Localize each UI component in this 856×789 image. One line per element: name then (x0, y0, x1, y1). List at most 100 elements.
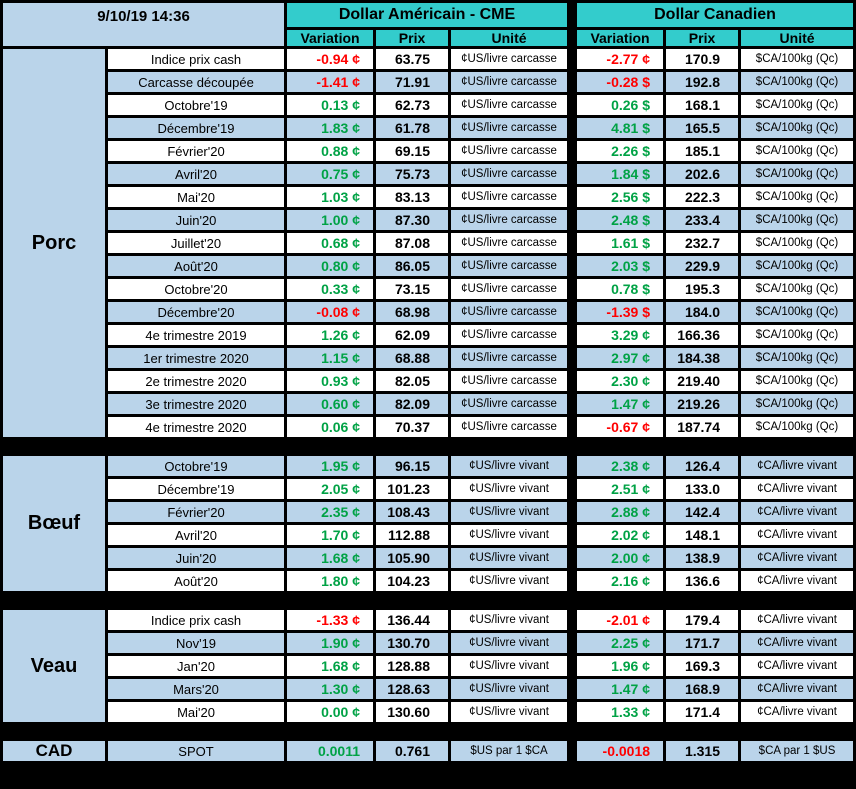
row-label: Nov'19 (108, 633, 285, 653)
cad-variation-value: 4.81 $ (577, 118, 664, 138)
usd-variation-value: 1.15 ¢ (287, 348, 374, 368)
usd-variation-value: 1.03 ¢ (287, 187, 374, 207)
table-row: 4e trimestre 2019 1.26 ¢ 62.09 ¢US/livre ca… (3, 325, 854, 345)
cad-price-value: 222.3 (666, 187, 739, 207)
cad-unit-label: $CA/100kg (Qc) (741, 348, 854, 368)
usd-unit-label: ¢US/livre vivant (451, 571, 568, 591)
usd-variation-value: 1.26 ¢ (287, 325, 374, 345)
usd-price-value: 62.73 (376, 95, 449, 115)
table-row: Juin'20 1.00 ¢ 87.30 ¢US/livre carcasse 2.48… (3, 210, 854, 230)
usd-variation-value: 1.95 ¢ (287, 456, 374, 476)
row-label: Juillet'20 (108, 233, 285, 253)
cad-unit-label: $CA/100kg (Qc) (741, 233, 854, 253)
usd-price-value: 105.90 (376, 548, 449, 568)
section-gap (3, 440, 854, 453)
cad-price-value: 136.6 (666, 571, 739, 591)
column-divider (570, 417, 575, 437)
usd-variation-value: 1.68 ¢ (287, 656, 374, 676)
usd-variation-value: 0.68 ¢ (287, 233, 374, 253)
table-row: Avril'20 0.75 ¢ 75.73 ¢US/livre carcasse 1.8… (3, 164, 854, 184)
cad-price-value: 126.4 (666, 456, 739, 476)
cad-price-value: 133.0 (666, 479, 739, 499)
usd-variation-value: -1.41 ¢ (287, 72, 374, 92)
cad-price-value: 232.7 (666, 233, 739, 253)
row-label: Août'20 (108, 571, 285, 591)
cad-variation-value: -0.0018 (577, 741, 664, 761)
usd-price-value: 130.60 (376, 702, 449, 722)
cad-unite-header: Unité (741, 30, 854, 46)
cad-price-value: 165.5 (666, 118, 739, 138)
cad-unit-label: ¢CA/livre vivant (741, 571, 854, 591)
row-label: Juin'20 (108, 548, 285, 568)
cad-price-value: 185.1 (666, 141, 739, 161)
usd-price-value: 68.88 (376, 348, 449, 368)
cad-variation-value: 1.33 ¢ (577, 702, 664, 722)
usd-price-value: 69.15 (376, 141, 449, 161)
column-divider (570, 371, 575, 391)
usd-unit-label: ¢US/livre vivant (451, 633, 568, 653)
usd-price-value: 62.09 (376, 325, 449, 345)
usd-variation-value: 1.00 ¢ (287, 210, 374, 230)
usd-price-value: 0.761 (376, 741, 449, 761)
usd-price-value: 61.78 (376, 118, 449, 138)
column-divider (570, 633, 575, 653)
cad-price-value: 179.4 (666, 610, 739, 630)
cad-price-value: 202.6 (666, 164, 739, 184)
usd-unit-label: ¢US/livre vivant (451, 548, 568, 568)
usd-unit-label: ¢US/livre vivant (451, 456, 568, 476)
column-divider (570, 394, 575, 414)
cad-unit-label: ¢CA/livre vivant (741, 479, 854, 499)
cad-price-value: 184.38 (666, 348, 739, 368)
cad-unit-label: $CA/100kg (Qc) (741, 141, 854, 161)
usd-price-value: 96.15 (376, 456, 449, 476)
table-row: Février'20 0.88 ¢ 69.15 ¢US/livre carcasse 2… (3, 141, 854, 161)
usd-price-value: 87.08 (376, 233, 449, 253)
table-row: Juin'20 1.68 ¢ 105.90 ¢US/livre vivant 2.00 … (3, 548, 854, 568)
usd-group-header: Dollar Américain - CME (287, 3, 568, 27)
cad-price-value: 195.3 (666, 279, 739, 299)
cad-unit-label: $CA/100kg (Qc) (741, 95, 854, 115)
usd-unit-label: ¢US/livre carcasse (451, 118, 568, 138)
usd-variation-value: 1.70 ¢ (287, 525, 374, 545)
usd-price-value: 63.75 (376, 49, 449, 69)
table-row: Mars'20 1.30 ¢ 128.63 ¢US/livre vivant 1.47 … (3, 679, 854, 699)
usd-price-value: 68.98 (376, 302, 449, 322)
cad-variation-header: Variation (577, 30, 664, 46)
row-label: Décembre'20 (108, 302, 285, 322)
cad-unit-label: $CA/100kg (Qc) (741, 302, 854, 322)
row-label: Mars'20 (108, 679, 285, 699)
column-divider (570, 3, 575, 46)
row-label: Indice prix cash (108, 49, 285, 69)
usd-price-value: 112.88 (376, 525, 449, 545)
cad-variation-value: 1.61 $ (577, 233, 664, 253)
cad-unit-label: ¢CA/livre vivant (741, 633, 854, 653)
table-row: Jan'20 1.68 ¢ 128.88 ¢US/livre vivant 1.96 ¢… (3, 656, 854, 676)
usd-unit-label: ¢US/livre carcasse (451, 164, 568, 184)
column-divider (570, 479, 575, 499)
usd-unite-header: Unité (451, 30, 568, 46)
usd-price-value: 128.63 (376, 679, 449, 699)
row-label: Jan'20 (108, 656, 285, 676)
column-divider (570, 325, 575, 345)
usd-variation-value: 0.06 ¢ (287, 417, 374, 437)
table-row: Décembre'19 1.83 ¢ 61.78 ¢US/livre carcasse… (3, 118, 854, 138)
row-label: Mai'20 (108, 187, 285, 207)
usd-unit-label: ¢US/livre carcasse (451, 233, 568, 253)
table-row: Carcasse découpée -1.41 ¢ 71.91 ¢US/livre c… (3, 72, 854, 92)
usd-price-value: 130.70 (376, 633, 449, 653)
cad-unit-label: $CA/100kg (Qc) (741, 118, 854, 138)
cad-variation-value: 2.26 $ (577, 141, 664, 161)
cad-price-value: 233.4 (666, 210, 739, 230)
table-row: Février'20 2.35 ¢ 108.43 ¢US/livre vivant 2.… (3, 502, 854, 522)
usd-variation-header: Variation (287, 30, 374, 46)
cad-price-value: 219.26 (666, 394, 739, 414)
usd-variation-value: 2.35 ¢ (287, 502, 374, 522)
table-row: Juillet'20 0.68 ¢ 87.08 ¢US/livre carcasse 1… (3, 233, 854, 253)
row-label: Carcasse découpée (108, 72, 285, 92)
table-row: Veau Indice prix cash -1.33 ¢ 136.44 ¢US/liv… (3, 610, 854, 722)
row-label: Octobre'19 (108, 95, 285, 115)
section-label-porc: Porc (3, 49, 105, 437)
usd-unit-label: ¢US/livre vivant (451, 702, 568, 722)
row-label: Août'20 (108, 256, 285, 276)
section-gap (3, 594, 854, 607)
